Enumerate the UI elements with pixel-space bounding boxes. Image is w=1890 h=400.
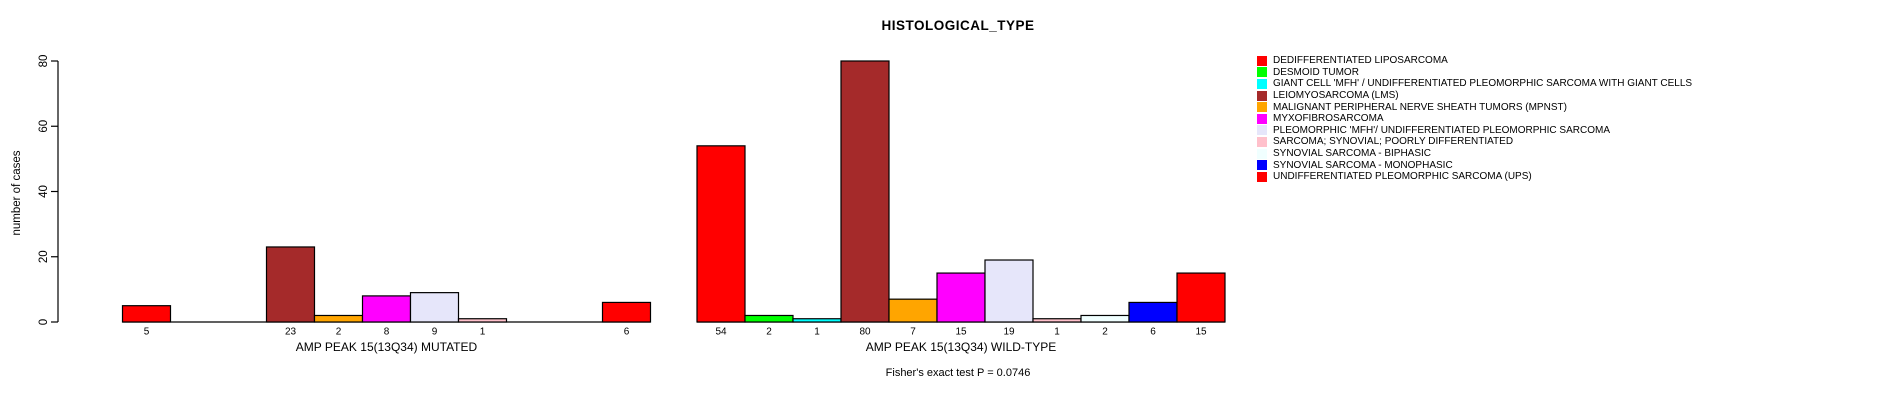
bar-value-label: 6: [624, 327, 630, 338]
legend-item: UNDIFFERENTIATED PLEOMORPHIC SARCOMA (UP…: [1257, 171, 1692, 183]
legend-swatch: [1257, 113, 1267, 124]
bar-mutated-1: [121, 305, 172, 323]
legend-label: SYNOVIAL SARCOMA - BIPHASIC: [1273, 148, 1432, 160]
bar-value-label: 2: [766, 327, 772, 338]
bar-value-label: 7: [910, 327, 916, 338]
legend-label: GIANT CELL 'MFH' / UNDIFFERENTIATED PLEO…: [1273, 78, 1693, 90]
bar-mutated-8: [457, 318, 508, 323]
legend-label: UNDIFFERENTIATED PLEOMORPHIC SARCOMA (UP…: [1273, 171, 1532, 183]
legend-swatch: [1257, 171, 1267, 182]
legend-item: SYNOVIAL SARCOMA - BIPHASIC: [1257, 148, 1692, 160]
bar-mutated-5: [313, 314, 364, 323]
bar-mutated-6: [361, 295, 412, 323]
legend-item: MALIGNANT PERIPHERAL NERVE SHEATH TUMORS…: [1257, 101, 1692, 113]
bar-wildtype-10: [1128, 301, 1178, 323]
legend-label: DESMOID TUMOR: [1273, 66, 1359, 78]
bar-value-label: 1: [814, 327, 820, 338]
legend-label: MALIGNANT PERIPHERAL NERVE SHEATH TUMORS…: [1273, 101, 1567, 113]
bar-value-label: 6: [1150, 327, 1156, 338]
legend: DEDIFFERENTIATED LIPOSARCOMA DESMOID TUMO…: [1257, 55, 1692, 183]
chart-title: HISTOLOGICAL_TYPE: [881, 18, 1035, 33]
legend-label: PLEOMORPHIC 'MFH'/ UNDIFFERENTIATED PLEO…: [1273, 124, 1610, 136]
y-axis-tick-label: 20: [38, 250, 50, 263]
bar-value-label: 1: [1054, 327, 1060, 338]
bar-wildtype-7: [984, 259, 1034, 323]
bar-value-label: 2: [336, 327, 342, 338]
legend-item: SARCOMA; SYNOVIAL; POORLY DIFFERENTIATED: [1257, 136, 1692, 148]
legend-swatch: [1257, 148, 1267, 159]
legend-label: DEDIFFERENTIATED LIPOSARCOMA: [1273, 55, 1448, 67]
legend-swatch: [1257, 160, 1267, 171]
bar-value-label: 15: [1195, 327, 1207, 338]
fisher-test-annotation: Fisher's exact test P = 0.0746: [885, 367, 1031, 379]
bar-mutated-4: [265, 246, 316, 323]
legend-swatch: [1257, 78, 1267, 89]
legend-item: MYXOFIBROSARCOMA: [1257, 113, 1692, 125]
bar-wildtype-1: [696, 145, 746, 323]
legend-label: LEIOMYOSARCOMA (LMS): [1273, 90, 1399, 102]
legend-swatch: [1257, 136, 1267, 147]
legend-item: LEIOMYOSARCOMA (LMS): [1257, 90, 1692, 102]
legend-label: SYNOVIAL SARCOMA - MONOPHASIC: [1273, 159, 1453, 171]
y-axis-tick-label: 40: [38, 185, 50, 198]
y-axis-tick-label: 60: [38, 120, 50, 133]
y-axis-tick-label: 80: [38, 55, 50, 68]
bar-mutated-11: [601, 301, 652, 323]
bar-value-label: 8: [384, 327, 390, 338]
legend-label: SARCOMA; SYNOVIAL; POORLY DIFFERENTIATED: [1273, 136, 1514, 148]
bar-value-label: 23: [285, 327, 297, 338]
bar-value-label: 80: [859, 327, 871, 338]
legend-item: GIANT CELL 'MFH' / UNDIFFERENTIATED PLEO…: [1257, 78, 1692, 90]
legend-swatch: [1257, 90, 1267, 101]
bar-value-label: 54: [715, 327, 727, 338]
legend-item: DEDIFFERENTIATED LIPOSARCOMA: [1257, 55, 1692, 67]
bar-value-label: 15: [955, 327, 967, 338]
bar-value-label: 19: [1003, 327, 1015, 338]
bar-mutated-7: [409, 292, 460, 323]
bar-value-label: 1: [480, 327, 486, 338]
bar-wildtype-3: [792, 318, 842, 323]
bar-value-label: 2: [1102, 327, 1108, 338]
legend-swatch: [1257, 125, 1267, 136]
bar-value-label: 5: [144, 327, 150, 338]
bar-wildtype-6: [936, 272, 986, 323]
y-axis-tick-label: 0: [38, 319, 50, 325]
bar-wildtype-9: [1080, 314, 1130, 323]
bar-wildtype-5: [888, 298, 938, 323]
group-label: AMP PEAK 15(13Q34) WILD-TYPE: [866, 340, 1057, 354]
legend-label: MYXOFIBROSARCOMA: [1273, 113, 1384, 125]
legend-swatch: [1257, 55, 1267, 66]
bar-wildtype-4: [840, 60, 890, 323]
legend-swatch: [1257, 102, 1267, 113]
bar-value-label: 9: [432, 327, 438, 338]
legend-item: SYNOVIAL SARCOMA - MONOPHASIC: [1257, 159, 1692, 171]
legend-swatch: [1257, 67, 1267, 78]
legend-item: DESMOID TUMOR: [1257, 67, 1692, 79]
bar-wildtype-2: [744, 314, 794, 323]
group-label: AMP PEAK 15(13Q34) MUTATED: [296, 340, 478, 354]
legend-item: PLEOMORPHIC 'MFH'/ UNDIFFERENTIATED PLEO…: [1257, 125, 1692, 137]
bar-wildtype-11: [1176, 272, 1226, 323]
bar-wildtype-8: [1032, 318, 1082, 323]
